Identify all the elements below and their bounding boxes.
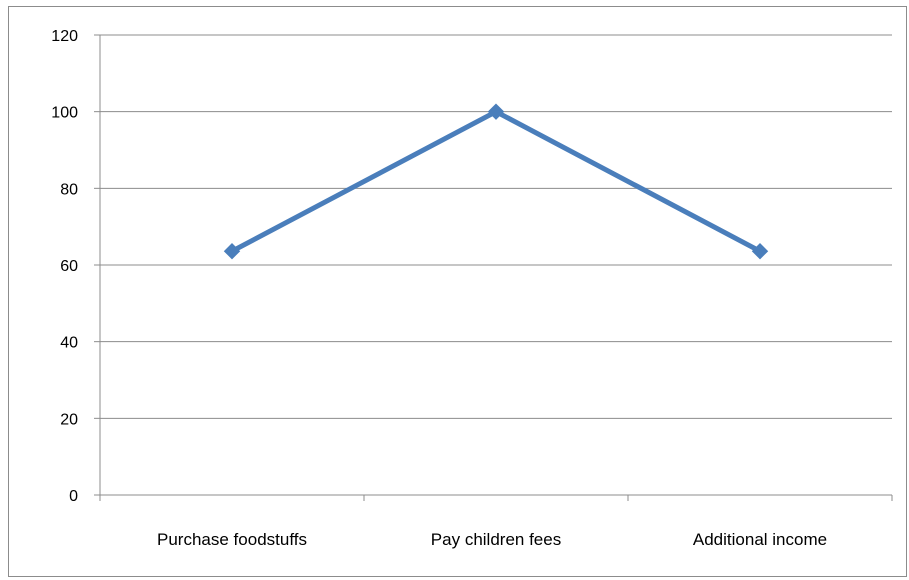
axes bbox=[94, 34, 893, 501]
chart-frame bbox=[8, 6, 907, 577]
data-point-0-0 bbox=[223, 242, 241, 260]
y-tick-label-120: 120 bbox=[51, 28, 78, 45]
data-point-0-2 bbox=[751, 242, 769, 260]
y-tick-label-20: 20 bbox=[60, 411, 78, 428]
x-tick-label-0: Purchase foodstuffs bbox=[157, 530, 307, 549]
data-point-0-1 bbox=[487, 103, 505, 120]
gridlines bbox=[100, 34, 892, 419]
y-tick-label-0: 0 bbox=[69, 488, 78, 505]
x-tick-label-2: Additional income bbox=[693, 530, 827, 549]
x-tick-labels: Purchase foodstuffs Pay children fees Addi… bbox=[157, 530, 827, 549]
y-tick-label-60: 60 bbox=[60, 258, 78, 275]
y-tick-label-100: 100 bbox=[51, 105, 78, 122]
y-tick-labels: 0 20 40 60 80 100 120 bbox=[51, 28, 78, 505]
series-line-0 bbox=[229, 109, 763, 254]
series-group bbox=[223, 103, 769, 260]
y-tick-label-80: 80 bbox=[60, 181, 78, 198]
y-tick-label-40: 40 bbox=[60, 335, 78, 352]
x-tick-label-1: Pay children fees bbox=[431, 530, 561, 549]
